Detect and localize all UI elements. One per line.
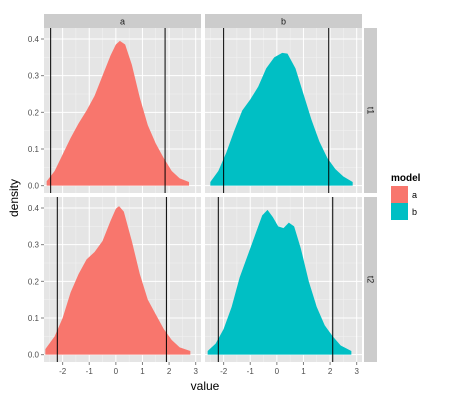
panel-a-t1 bbox=[44, 28, 201, 193]
y-tick-label: 0.2 bbox=[28, 108, 40, 117]
legend-label-b: b bbox=[412, 207, 417, 217]
y-axis-label: density bbox=[7, 179, 21, 217]
y-tick-label: 0.2 bbox=[28, 277, 40, 286]
panel-a-t2 bbox=[44, 197, 201, 362]
x-tick-label: 3 bbox=[193, 367, 198, 376]
legend-key-a bbox=[391, 186, 408, 203]
legend: model a b bbox=[391, 173, 421, 220]
x-tick-label: 2 bbox=[328, 367, 333, 376]
x-tick-label: -2 bbox=[59, 367, 67, 376]
x-tick-label: 0 bbox=[275, 367, 280, 376]
y-tick-label: 0.1 bbox=[28, 314, 40, 323]
row-strip-label-t2: t2 bbox=[366, 276, 376, 284]
legend-title: model bbox=[391, 173, 421, 184]
column-strip-label-a: a bbox=[120, 17, 125, 27]
density-area-a bbox=[45, 206, 191, 355]
x-tick-label: -2 bbox=[220, 367, 228, 376]
column-strip-label-b: b bbox=[281, 17, 286, 27]
y-tick-label: 0.4 bbox=[28, 204, 40, 213]
density-area-a bbox=[46, 40, 190, 186]
y-tick-label: 0.0 bbox=[28, 351, 40, 360]
panel-b-t2 bbox=[205, 197, 362, 362]
x-tick-label: -1 bbox=[247, 367, 255, 376]
y-tick-label: 0.0 bbox=[28, 182, 40, 191]
x-tick-label: 1 bbox=[301, 367, 306, 376]
x-axis-label: value bbox=[191, 379, 220, 393]
x-tick-label: 3 bbox=[354, 367, 359, 376]
x-tick-label: 1 bbox=[140, 367, 145, 376]
column-strip-a bbox=[44, 14, 201, 28]
y-tick-label: 0.1 bbox=[28, 145, 40, 154]
panels-layer: a b t1 t2 bbox=[44, 14, 377, 362]
x-tick-label: -1 bbox=[86, 367, 94, 376]
x-tick-label: 2 bbox=[167, 367, 172, 376]
row-strip-t1 bbox=[364, 28, 377, 193]
column-strip-b bbox=[205, 14, 362, 28]
panel-b-t1 bbox=[205, 28, 362, 193]
density-area-b bbox=[210, 52, 353, 186]
legend-label-a: a bbox=[412, 190, 417, 200]
axes-layer: 0.0 0.1 0.2 0.3 0.4 0.0 0.1 0.2 0.3 0.4 -2 -1 0 1 2 3 -2… bbox=[28, 35, 360, 376]
density-area-b bbox=[207, 209, 352, 355]
legend-key-b bbox=[391, 203, 408, 220]
y-tick-label: 0.3 bbox=[28, 72, 40, 81]
y-tick-label: 0.3 bbox=[28, 241, 40, 250]
row-strip-t2 bbox=[364, 197, 377, 362]
x-tick-label: 0 bbox=[114, 367, 119, 376]
row-strip-label-t1: t1 bbox=[366, 107, 376, 115]
y-tick-label: 0.4 bbox=[28, 35, 40, 44]
